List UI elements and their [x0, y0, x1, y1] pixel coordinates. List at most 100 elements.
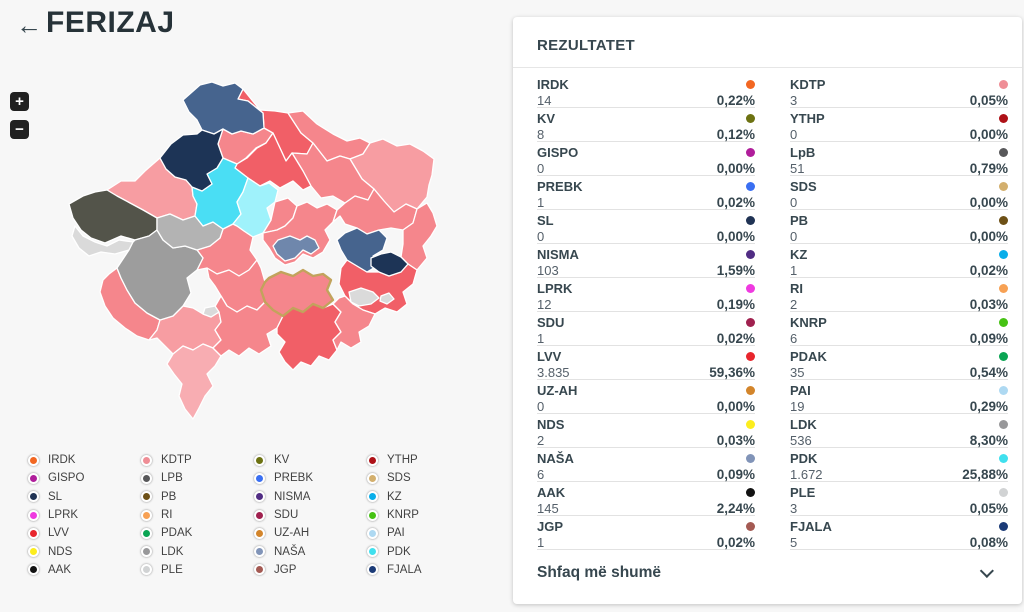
map-region-r20[interactable]: [370, 251, 409, 277]
legend-color-dot: [141, 491, 152, 503]
legend-item: NISMA: [254, 488, 367, 506]
legend-item: KV: [254, 451, 367, 469]
legend-color-dot: [141, 509, 152, 521]
back-icon[interactable]: ←: [16, 10, 42, 40]
party-color-dot: [999, 386, 1008, 395]
party-name: PAI: [790, 383, 811, 398]
result-entry: FJALA 5 0,08%: [790, 516, 1008, 550]
map-region-r22[interactable]: [400, 202, 438, 271]
legend-label: FJALA: [387, 563, 422, 576]
result-entry: KZ 1 0,02%: [790, 244, 1008, 278]
party-legend: IRDK GISPO SL LPRK LVV NDS AAK KDTP LPB …: [28, 451, 480, 579]
legend-item: YTHP: [367, 451, 480, 469]
legend-item: KZ: [367, 488, 480, 506]
chevron-down-icon[interactable]: [979, 563, 994, 578]
party-percent: 0,02%: [969, 263, 1008, 278]
result-entry: RI 2 0,03%: [790, 278, 1008, 312]
party-color-dot: [746, 488, 755, 497]
party-votes: 3: [790, 93, 798, 108]
party-name: LPRK: [537, 281, 573, 296]
legend-label: PREBK: [274, 472, 313, 485]
map-region-r2[interactable]: [159, 128, 224, 192]
party-name: PB: [790, 213, 809, 228]
legend-label: KV: [274, 454, 290, 467]
party-votes: 12: [537, 297, 552, 312]
result-entry: LDK 536 8,30%: [790, 414, 1008, 448]
legend-item: PLE: [141, 561, 254, 579]
show-more-button[interactable]: Shfaq më shumë: [513, 550, 1022, 596]
party-name: UZ-AH: [537, 383, 578, 398]
results-title: REZULTATET: [513, 17, 1022, 68]
legend-color-dot: [254, 527, 265, 539]
legend-item: UZ-AH: [254, 524, 367, 542]
legend-label: LPB: [161, 472, 183, 485]
party-name: IRDK: [537, 77, 569, 92]
party-name: SDS: [790, 179, 817, 194]
party-name: KDTP: [790, 77, 826, 92]
result-entry: GISPO 0 0,00%: [537, 142, 755, 176]
legend-item: PAI: [367, 524, 480, 542]
party-color-dot: [746, 250, 755, 259]
party-percent: 0,00%: [716, 399, 755, 414]
map-region-ferizaj[interactable]: [259, 268, 335, 318]
party-percent: 59,36%: [709, 365, 755, 380]
show-more-label: Shfaq më shumë: [537, 564, 662, 581]
party-color-dot: [999, 522, 1008, 531]
map-zoom-in-button[interactable]: +: [10, 92, 29, 111]
map-region-r10[interactable]: [232, 177, 279, 238]
party-votes: 6: [537, 467, 545, 482]
legend-item: GISPO: [28, 469, 141, 487]
legend-item: SDS: [367, 469, 480, 487]
result-entry: PDAK 35 0,54%: [790, 346, 1008, 380]
map-region-r24b[interactable]: [202, 305, 220, 318]
map-region-r24c[interactable]: [379, 292, 395, 305]
map-region-r24a[interactable]: [348, 287, 380, 307]
legend-label: LDK: [161, 545, 184, 558]
legend-item: IRDK: [28, 451, 141, 469]
map-region-r32[interactable]: [332, 295, 376, 351]
map-zoom-out-button[interactable]: −: [10, 120, 29, 139]
result-entry: PREBK 1 0,02%: [537, 176, 755, 210]
party-votes: 2: [537, 433, 545, 448]
party-name: KV: [537, 111, 556, 126]
party-votes: 0: [790, 127, 798, 142]
party-name: FJALA: [790, 519, 832, 534]
party-percent: 2,24%: [716, 501, 755, 516]
legend-label: KZ: [387, 490, 402, 503]
party-name: KZ: [790, 247, 808, 262]
result-entry: KV 8 0,12%: [537, 108, 755, 142]
party-percent: 0,09%: [969, 331, 1008, 346]
result-entry: IRDK 14 0,22%: [537, 74, 755, 108]
legend-item: PREBK: [254, 469, 367, 487]
result-entry: PB 0 0,00%: [790, 210, 1008, 244]
party-color-dot: [746, 454, 755, 463]
map-region-r9[interactable]: [191, 157, 249, 230]
map-region-r13[interactable]: [68, 189, 158, 244]
party-votes: 0: [537, 229, 545, 244]
legend-item: PDAK: [141, 524, 254, 542]
legend-item: PDK: [367, 542, 480, 560]
party-name: JGP: [537, 519, 564, 534]
result-entry: LVV 3.835 59,36%: [537, 346, 755, 380]
legend-label: NDS: [48, 545, 73, 558]
legend-item: LVV: [28, 524, 141, 542]
party-percent: 25,88%: [962, 467, 1008, 482]
map-region-r29[interactable]: [166, 343, 222, 420]
party-percent: 0,00%: [969, 127, 1008, 142]
party-name: PDK: [790, 451, 818, 466]
party-percent: 0,02%: [716, 331, 755, 346]
party-name: LVV: [537, 349, 562, 364]
party-votes: 536: [790, 433, 812, 448]
party-name: YTHP: [790, 111, 825, 126]
party-color-dot: [999, 216, 1008, 225]
map-region-r30[interactable]: [212, 295, 284, 357]
map-region-r17[interactable]: [272, 235, 320, 262]
party-percent: 0,05%: [969, 501, 1008, 516]
result-entry: JGP 1 0,02%: [537, 516, 755, 550]
legend-item: KNRP: [367, 506, 480, 524]
party-percent: 0,19%: [716, 297, 755, 312]
map-region-r1[interactable]: [182, 81, 265, 135]
legend-color-dot: [28, 472, 39, 484]
party-votes: 3.835: [537, 365, 570, 380]
party-name: PDAK: [790, 349, 827, 364]
